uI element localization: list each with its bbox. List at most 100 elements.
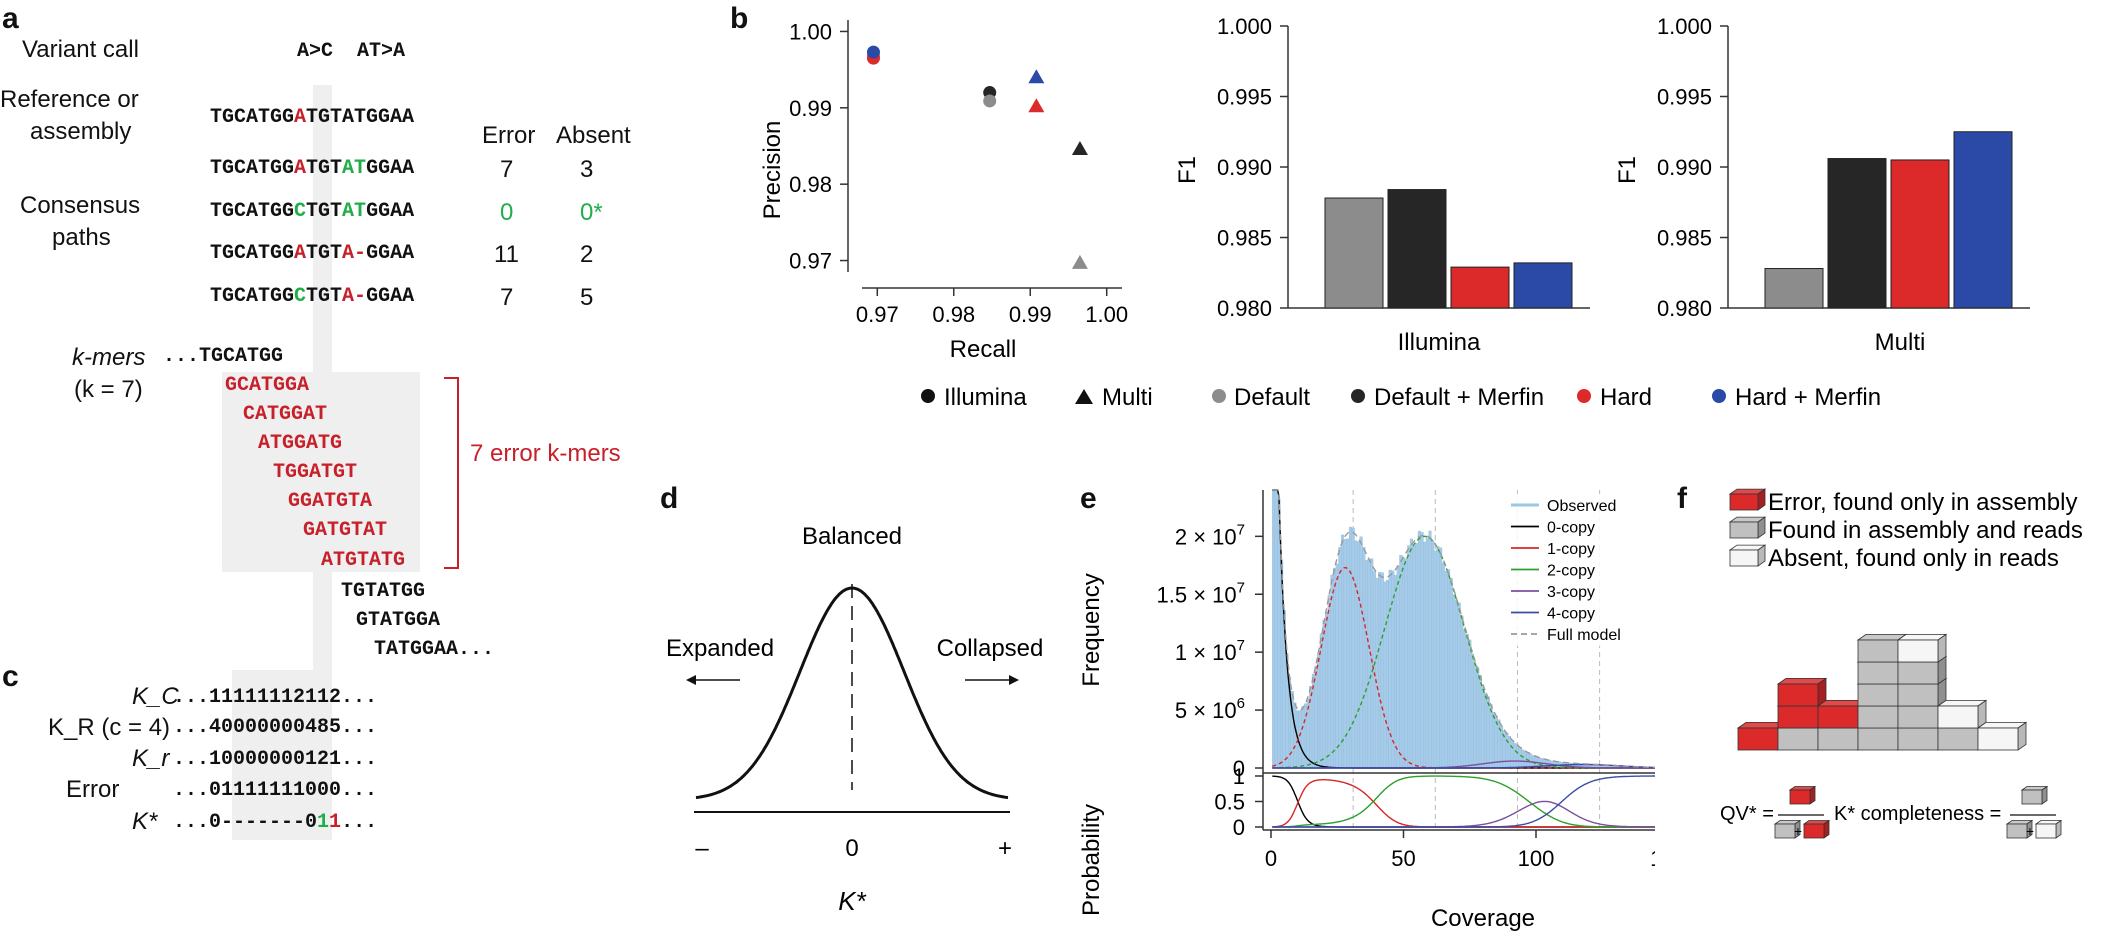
e-observed-bar: [1362, 547, 1366, 769]
e-legend-label: 0-copy: [1547, 520, 1595, 537]
panel-label-c: c: [2, 660, 19, 693]
e-prob-curve: [1272, 775, 1655, 828]
e-observed-bar: [1338, 546, 1342, 769]
e-observed-bar: [1330, 574, 1334, 769]
e-legend-label: 1-copy: [1547, 541, 1595, 558]
tick-minus: –: [695, 835, 709, 862]
completeness-numerator-cube: [2020, 785, 2049, 805]
bar-default-merfin: [1827, 158, 1887, 309]
e-observed-bar: [1478, 675, 1482, 769]
path-2-absent: 0*: [580, 199, 603, 226]
e-observed-bar: [1428, 530, 1432, 769]
path-3-absent: 2: [580, 241, 594, 268]
error-row-values: ...01111111000...: [173, 779, 378, 802]
e-observed-bar: [1327, 595, 1331, 769]
consensus-label-2: paths: [52, 224, 111, 251]
e-observed-bar: [1423, 541, 1427, 769]
e-observed-bar: [1375, 577, 1379, 769]
e-observed-bar: [1351, 527, 1355, 769]
expanded-label: Expanded: [666, 635, 774, 662]
completeness-denominator-cube-absent: [2034, 819, 2063, 839]
error-column-header: Error: [482, 122, 536, 149]
path-2-error: 0: [500, 199, 514, 226]
e-prob-tick-label: 1: [1233, 764, 1245, 789]
kstar-xlabel: K*: [838, 886, 866, 916]
scatter-point-illumina: [983, 94, 997, 108]
qv-plus: +: [1794, 823, 1802, 839]
e-prob-curve: [1272, 775, 1655, 828]
kstar-row-label: K*: [132, 808, 158, 835]
kc-values: ...11111112112...: [173, 686, 378, 709]
bar-ytick-label: 0.980: [1217, 296, 1272, 321]
scatter-xtick-label: 0.98: [932, 302, 975, 327]
e-observed-bar: [1348, 526, 1353, 769]
legend-hard-merfin-marker: [1712, 389, 1726, 403]
consensus-path-2: TGCATGGCTGTATGGAA: [210, 200, 415, 223]
scatter-ytick-label: 1.00: [789, 19, 832, 44]
e-observed-bar: [1378, 572, 1382, 769]
e-observed-bar: [1521, 749, 1525, 769]
path-4-absent: 5: [580, 284, 594, 311]
completeness-label: K* completeness =: [1834, 803, 2001, 825]
e-ytick-label: 1 × 107: [1175, 637, 1245, 665]
e-observed-bar: [1481, 686, 1485, 769]
scatter-xtick-label: 1.00: [1085, 302, 1128, 327]
scatter-ytick-label: 0.99: [789, 96, 832, 121]
legend-hard-merfin-label: Hard + Merfin: [1735, 384, 1881, 411]
bar-hard: [1450, 266, 1510, 309]
e-observed-bar: [1454, 600, 1459, 769]
stack-cube: [1736, 721, 1788, 751]
scatter-ytick-label: 0.97: [789, 249, 832, 274]
e-observed-bar: [1272, 489, 1276, 769]
completeness-denominator-cube-found: [2005, 819, 2034, 839]
absent-column-header: Absent: [556, 122, 631, 149]
bar-ytick-label: 0.995: [1217, 85, 1272, 110]
kstar-distribution: Balanced Expanded Collapsed – 0 + K*: [666, 523, 1044, 916]
frequency-ylabel: Frequency: [1078, 573, 1105, 686]
e-observed-bar: [1505, 732, 1509, 769]
bar1-ylabel: F1: [1174, 156, 1201, 184]
bar-hard-merfin: [1513, 262, 1573, 309]
e-observed-bar: [1335, 563, 1339, 769]
e-observed-bar: [1468, 639, 1472, 769]
e-observed-bar: [1383, 581, 1387, 769]
legend-cube: [1728, 516, 1767, 539]
collapsed-label: Collapsed: [937, 635, 1044, 662]
legend-hard-label: Hard: [1600, 384, 1652, 411]
e-observed-bar: [1441, 562, 1445, 769]
e-observed-bar: [1325, 612, 1329, 769]
bar-ytick-label: 0.990: [1217, 155, 1272, 180]
scatter-xtick-label: 0.97: [856, 302, 899, 327]
coverage-xlabel: Coverage: [1431, 905, 1535, 932]
scatter-ylabel: Precision: [759, 121, 786, 220]
e-observed-bar: [1317, 653, 1321, 769]
e-xtick-label: 150: [1650, 846, 1655, 871]
legend-default-merfin-label: Default + Merfin: [1374, 384, 1544, 411]
e-observed-bar: [1314, 665, 1318, 769]
legend-illumina-marker: [921, 389, 935, 403]
consensus-label-1: Consensus: [20, 192, 141, 219]
e-prob-tick-label: 0.5: [1214, 790, 1245, 815]
e-observed-bar: [1274, 489, 1278, 769]
e-observed-bar: [1452, 594, 1456, 769]
bar2-xlabel: Multi: [1875, 329, 1926, 356]
tick-plus: +: [998, 835, 1012, 862]
scatter-point-multi: [1028, 69, 1045, 84]
e-observed-bar: [1510, 740, 1514, 769]
bar-ytick-label: 0.995: [1657, 85, 1712, 110]
scatter-point-multi: [1071, 254, 1088, 269]
e-observed-bar: [1340, 534, 1345, 769]
e-ytick-label: 1.5 × 107: [1157, 579, 1245, 607]
bar-default: [1764, 268, 1824, 309]
e-observed-bar: [1444, 570, 1448, 769]
scatter-xtick-label: 0.99: [1009, 302, 1052, 327]
e-observed-bar: [1462, 629, 1466, 769]
e-observed-bar: [1393, 575, 1398, 769]
e-curve-2copy: [1272, 535, 1655, 769]
e-observed-bar: [1370, 558, 1374, 769]
balanced-label: Balanced: [802, 523, 902, 550]
kr-label: K_r: [132, 745, 170, 772]
error-kmer-4: TGGATGT: [273, 461, 358, 484]
probability-ylabel: Probability: [1078, 804, 1105, 916]
e-observed-bar: [1513, 743, 1517, 769]
